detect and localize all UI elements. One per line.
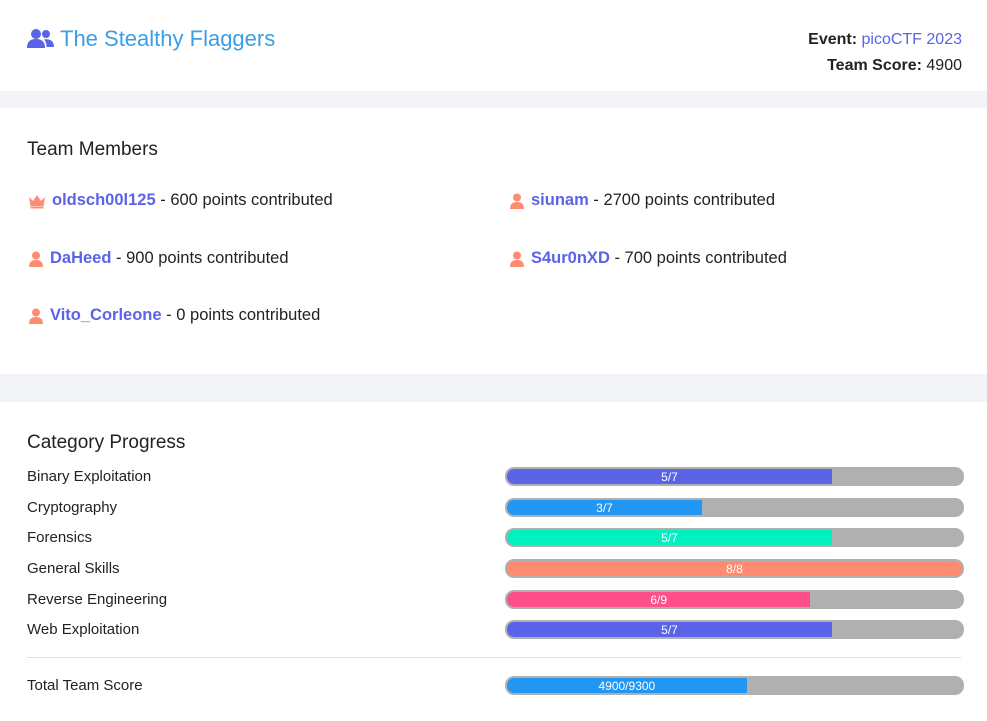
category-progress-bar: 8/8	[505, 559, 964, 578]
member-item: oldsch00l125 - 600 points contributed	[27, 191, 333, 210]
member-points: 2700	[603, 191, 641, 209]
team-score-value: 4900	[926, 57, 962, 74]
progress-text: 5/7	[661, 622, 678, 637]
member-item: DaHeed - 900 points contributed	[27, 249, 289, 268]
category-label: Forensics	[27, 529, 93, 546]
member-name-link[interactable]: DaHeed	[50, 249, 112, 267]
progress-fill: 5/7	[507, 469, 832, 484]
category-label: Binary Exploitation	[27, 468, 152, 485]
progress-text: 5/7	[661, 469, 678, 484]
progress-text: 3/7	[596, 500, 613, 515]
member-points: 900	[126, 249, 154, 267]
member-item: S4ur0nXD - 700 points contributed	[508, 249, 787, 268]
category-label: General Skills	[27, 560, 120, 577]
event-info: Event: picoCTF 2023 Team Score: 4900	[808, 27, 962, 79]
member-item: Vito_Corleone - 0 points contributed	[27, 306, 320, 325]
event-label: Event:	[808, 31, 858, 48]
category-label: Cryptography	[27, 499, 118, 516]
progress-fill: 3/7	[507, 500, 702, 515]
member-name-link[interactable]: Vito_Corleone	[50, 306, 162, 324]
progress-text: 6/9	[650, 592, 667, 607]
progress-fill: 8/8	[507, 561, 962, 576]
progress-fill: 4900/9300	[507, 678, 747, 693]
member-points: 600	[170, 191, 198, 209]
member-name-link[interactable]: oldsch00l125	[52, 191, 156, 209]
category-progress-bar: 5/7	[505, 467, 964, 486]
member-name-link[interactable]: S4ur0nXD	[531, 249, 610, 267]
team-title: The Stealthy Flaggers	[27, 26, 275, 52]
progress-fill: 5/7	[507, 530, 832, 545]
member-points-suffix: points contributed	[158, 249, 289, 267]
user-icon	[510, 251, 524, 267]
divider	[27, 657, 961, 658]
progress-text: 4900/9300	[598, 678, 656, 693]
total-score-label: Total Team Score	[27, 677, 143, 694]
user-icon	[29, 251, 43, 267]
team-name: The Stealthy Flaggers	[60, 26, 276, 51]
member-points-suffix: points contributed	[656, 249, 787, 267]
event-link[interactable]: picoCTF 2023	[861, 31, 963, 48]
user-icon	[29, 308, 43, 324]
crown-icon	[29, 194, 45, 208]
category-progress-bar: 5/7	[505, 528, 964, 547]
member-points-suffix: points contributed	[202, 191, 333, 209]
user-icon	[510, 193, 524, 209]
progress-fill: 5/7	[507, 622, 832, 637]
progress-fill: 6/9	[507, 592, 811, 607]
team-score-label: Team Score:	[827, 57, 922, 74]
total-score-bar: 4900/9300	[505, 676, 964, 695]
team-header: The Stealthy Flaggers Event: picoCTF 202…	[0, 0, 987, 91]
category-progress-bar: 5/7	[505, 620, 964, 639]
member-points-suffix: points contributed	[190, 306, 321, 324]
category-progress-card: Category Progress Binary Exploitation 5/…	[0, 402, 987, 721]
member-points: 700	[624, 249, 653, 267]
member-points-suffix: points contributed	[644, 191, 776, 209]
category-progress-bar: 6/9	[505, 590, 964, 609]
category-progress-title: Category Progress	[27, 432, 186, 453]
member-name-link[interactable]: siunam	[531, 191, 589, 209]
category-progress-bar: 3/7	[505, 498, 964, 517]
category-label: Reverse Engineering	[27, 591, 168, 608]
category-label: Web Exploitation	[27, 621, 140, 638]
progress-text: 8/8	[726, 561, 743, 576]
member-points: 0	[176, 306, 186, 324]
team-members-title: Team Members	[27, 139, 158, 160]
progress-text: 5/7	[661, 530, 678, 545]
member-item: siunam - 2700 points contributed	[508, 191, 775, 210]
team-members-card: Team Members oldsch00l125 - 600 points c…	[0, 108, 987, 374]
users-icon	[27, 29, 54, 48]
